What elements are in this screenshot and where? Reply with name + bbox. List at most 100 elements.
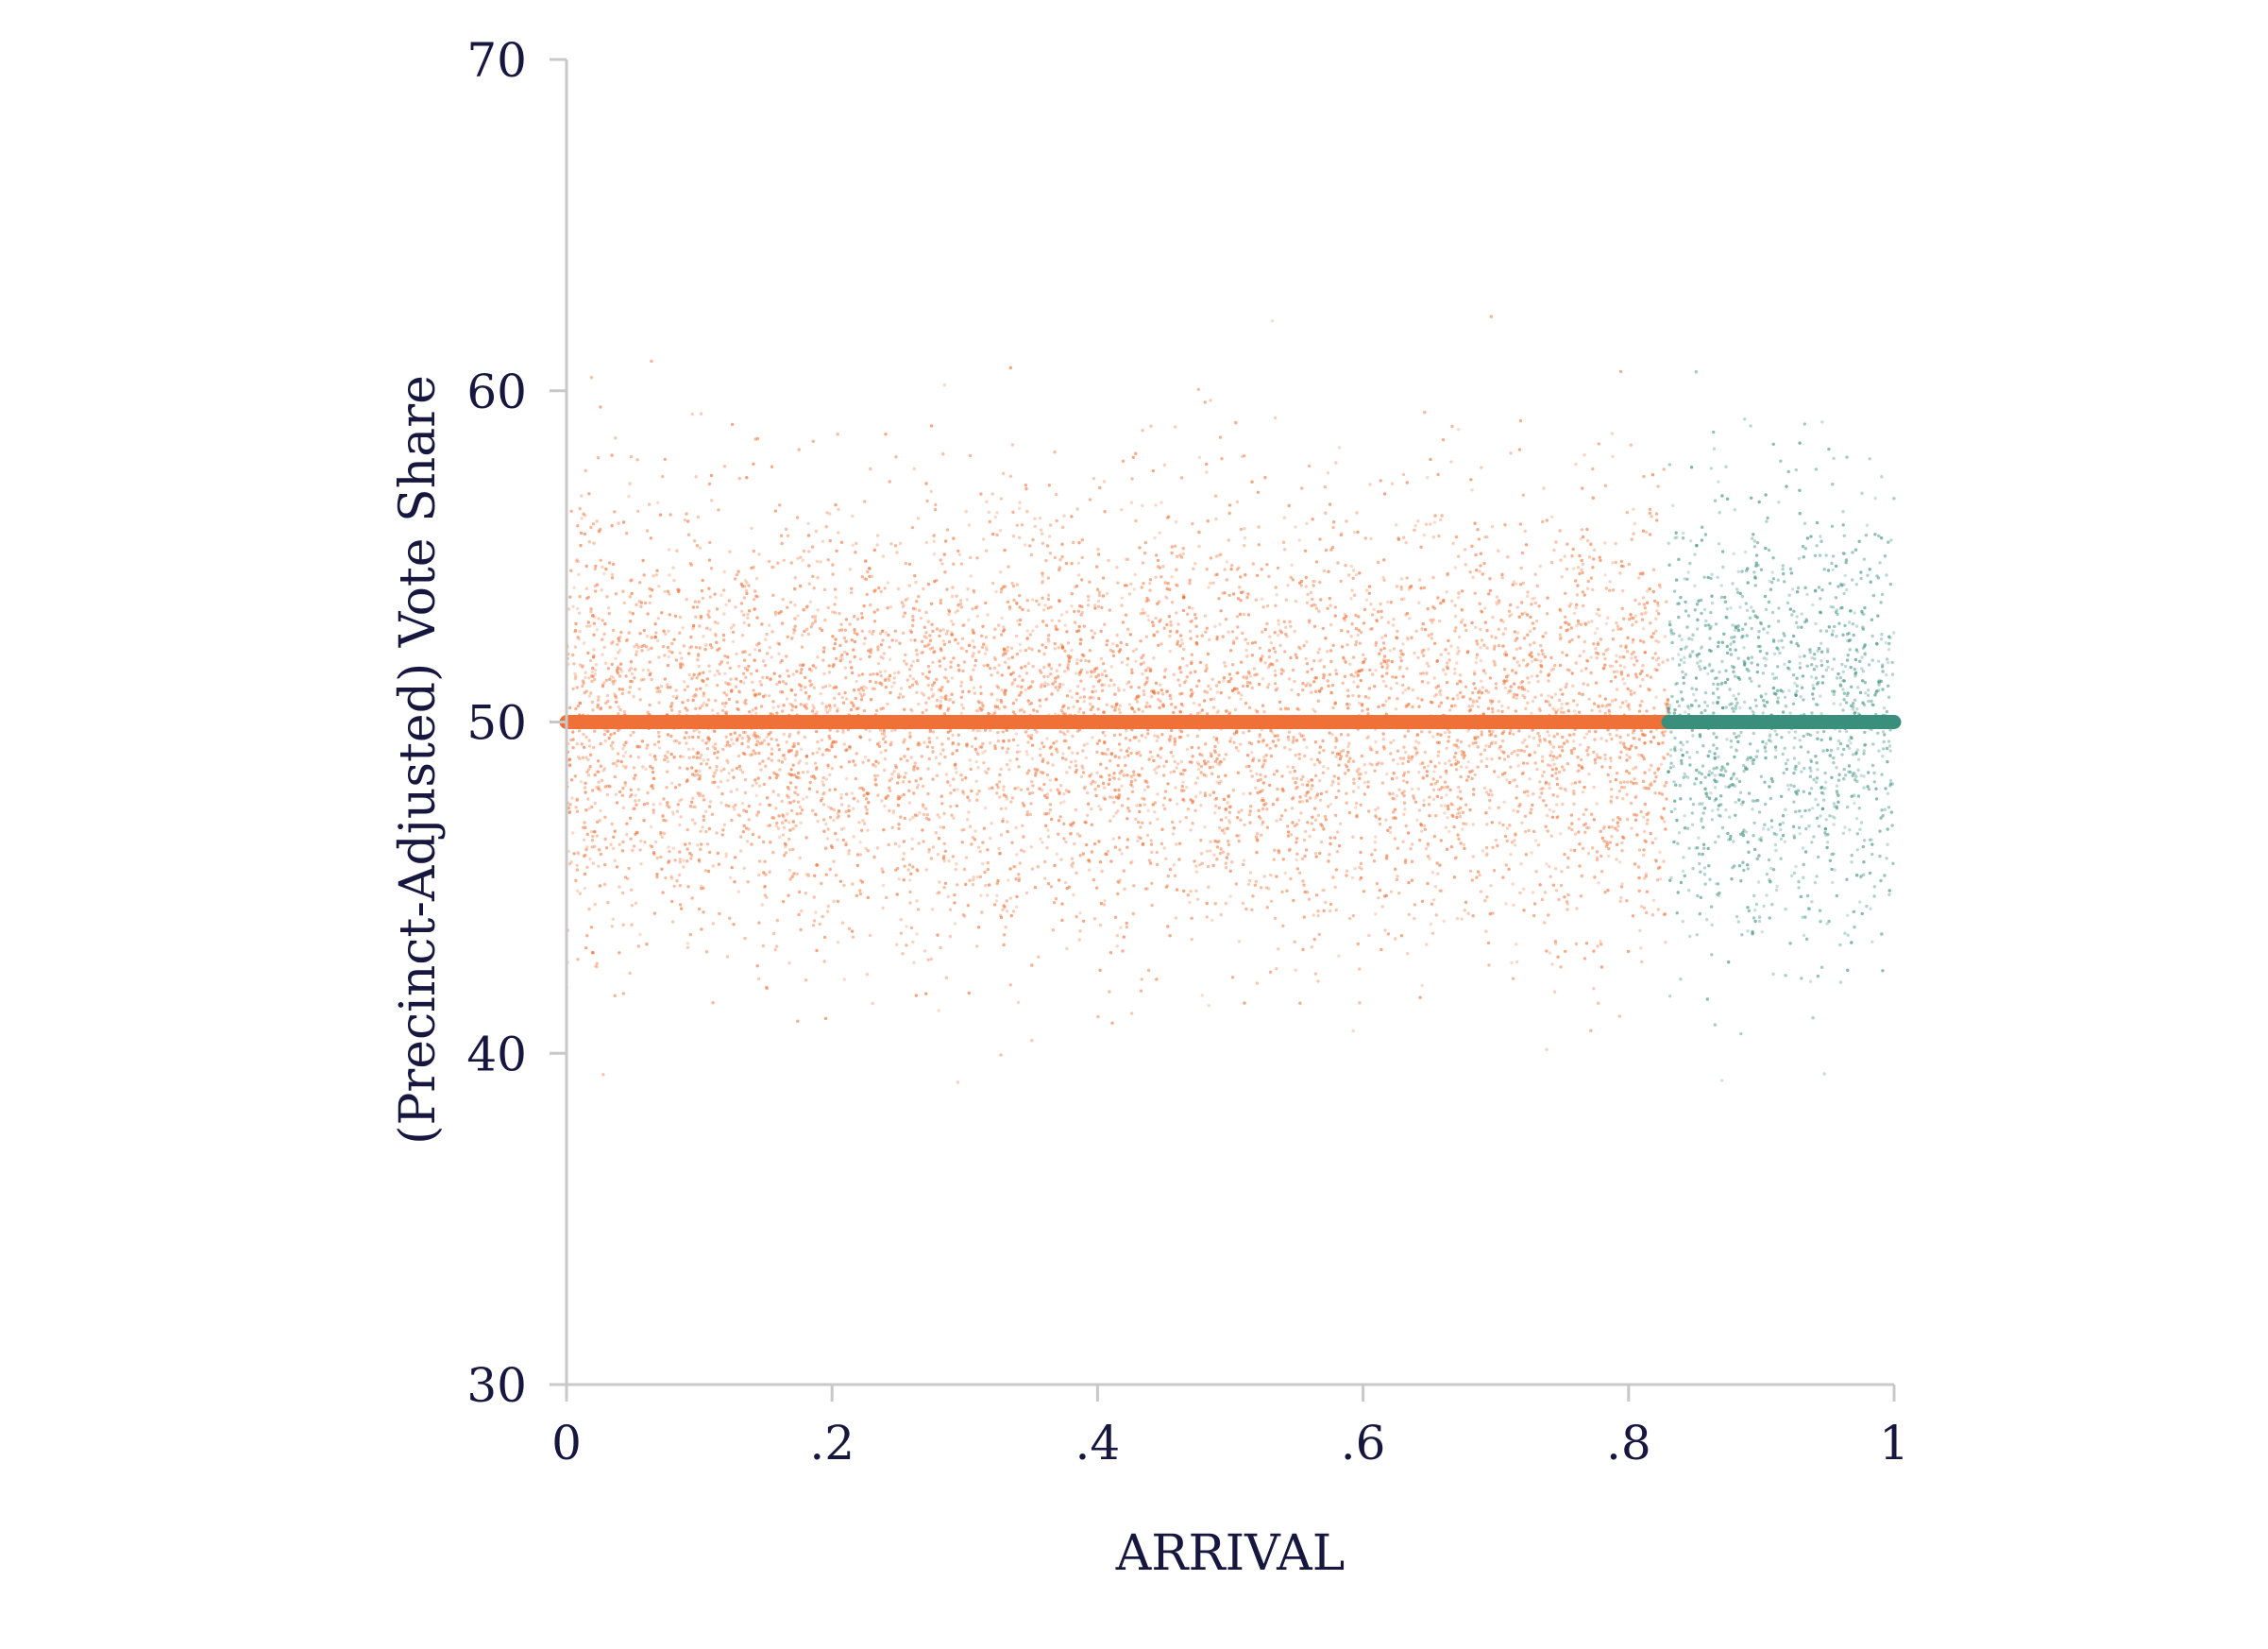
scatter-point	[1081, 749, 1085, 753]
scatter-point	[1086, 802, 1091, 806]
scatter-point	[1088, 649, 1092, 653]
scatter-point	[1151, 468, 1156, 473]
scatter-point	[1264, 886, 1269, 890]
scatter-point	[1339, 533, 1344, 537]
scatter-point	[1044, 824, 1048, 827]
scatter-point	[1653, 771, 1657, 775]
scatter-point	[971, 835, 975, 840]
scatter-point	[1603, 697, 1608, 701]
scatter-point	[748, 710, 752, 714]
scatter-point	[868, 567, 872, 570]
scatter-point	[1425, 774, 1430, 778]
scatter-point	[866, 895, 870, 900]
scatter-point	[995, 684, 999, 688]
scatter-point	[1157, 643, 1160, 647]
scatter-point	[593, 567, 597, 571]
scatter-point	[898, 541, 903, 546]
scatter-point	[1026, 608, 1030, 613]
scatter-point	[1618, 655, 1622, 659]
scatter-point	[1577, 769, 1581, 773]
scatter-point	[1148, 861, 1153, 865]
scatter-point	[757, 921, 761, 925]
scatter-point	[1026, 661, 1031, 666]
scatter-point	[1184, 679, 1188, 683]
scatter-point	[606, 900, 610, 905]
scatter-point	[1154, 575, 1158, 579]
scatter-point	[784, 682, 788, 686]
scatter-point	[702, 798, 706, 802]
scatter-point	[1124, 613, 1128, 617]
scatter-point	[611, 761, 616, 766]
scatter-point	[1421, 621, 1425, 626]
scatter-point	[806, 874, 811, 878]
scatter-point	[1086, 858, 1091, 862]
scatter-point	[1519, 583, 1523, 586]
scatter-point	[1305, 601, 1310, 604]
scatter-point	[700, 927, 703, 931]
scatter-point	[1513, 749, 1516, 754]
scatter-point	[1190, 619, 1194, 622]
scatter-point	[788, 601, 793, 604]
scatter-point	[689, 635, 693, 639]
scatter-point	[858, 892, 863, 896]
scatter-point	[1214, 796, 1219, 801]
scatter-point	[833, 788, 838, 791]
scatter-point	[1218, 760, 1222, 764]
scatter-point	[867, 567, 872, 570]
scatter-point	[833, 603, 837, 606]
scatter-point	[983, 770, 988, 774]
scatter-point	[1359, 630, 1363, 635]
scatter-point	[732, 775, 736, 779]
scatter-point	[1539, 659, 1543, 663]
scatter-point	[753, 648, 757, 652]
scatter-point	[605, 595, 609, 599]
scatter-point	[1098, 923, 1103, 927]
scatter-point	[1643, 733, 1647, 738]
scatter-point	[1572, 567, 1576, 570]
scatter-point	[1491, 911, 1495, 915]
scatter-point	[1558, 607, 1562, 612]
scatter-point	[595, 519, 599, 523]
scatter-point	[1549, 669, 1553, 672]
scatter-point	[1085, 842, 1089, 847]
scatter-point	[668, 806, 671, 809]
scatter-point	[1401, 536, 1406, 539]
scatter-point	[618, 662, 623, 666]
scatter-point	[1112, 776, 1117, 780]
scatter-point	[1319, 598, 1323, 602]
scatter-point	[1007, 747, 1010, 751]
scatter-point	[1130, 668, 1134, 672]
scatter-point	[1658, 850, 1662, 854]
scatter-point	[578, 701, 583, 706]
scatter-point	[1031, 664, 1035, 669]
scatter-point	[1604, 621, 1609, 626]
scatter-point	[788, 702, 792, 706]
scatter-point	[1566, 702, 1570, 706]
scatter-point	[584, 468, 587, 472]
scatter-point	[1416, 787, 1421, 790]
scatter-point	[1304, 575, 1309, 580]
scatter-point	[767, 732, 771, 736]
scatter-point	[1352, 674, 1356, 678]
scatter-point	[1334, 740, 1338, 743]
scatter-point	[960, 637, 965, 640]
scatter-point	[601, 653, 604, 656]
scatter-point	[1215, 638, 1219, 641]
scatter-point	[1266, 686, 1270, 689]
scatter-point	[1532, 596, 1536, 600]
scatter-point	[759, 768, 763, 772]
scatter-point	[1224, 774, 1227, 777]
scatter-point	[1512, 580, 1516, 584]
scatter-point	[649, 824, 653, 829]
scatter-point	[723, 705, 727, 708]
scatter-point	[1247, 878, 1252, 883]
scatter-point	[1639, 946, 1643, 950]
scatter-point	[1586, 579, 1591, 584]
scatter-point	[1238, 586, 1242, 589]
scatter-point	[1313, 774, 1318, 777]
scatter-point	[754, 781, 758, 785]
scatter-point	[895, 943, 899, 946]
scatter-point	[1652, 736, 1656, 740]
scatter-point	[623, 783, 627, 788]
scatter-point	[720, 833, 724, 837]
